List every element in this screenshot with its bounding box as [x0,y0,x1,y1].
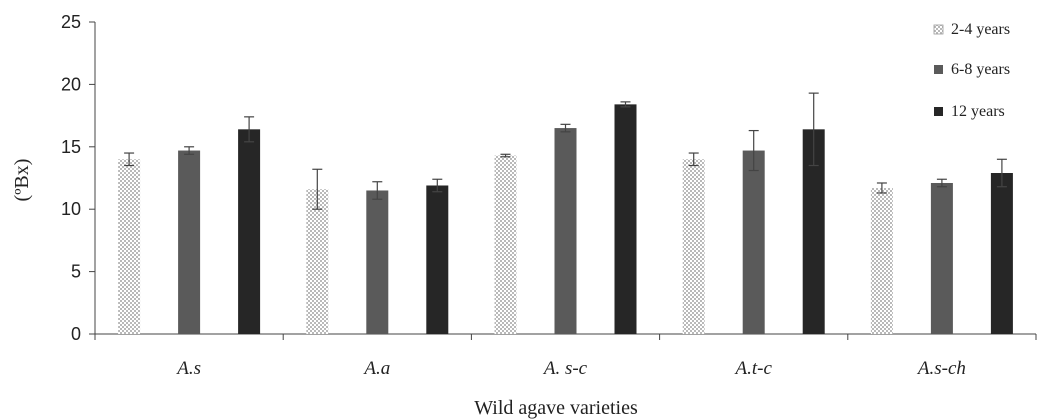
x-tick-label: A.s [175,358,201,379]
bar [554,128,577,334]
legend-swatch [933,24,944,35]
bar [306,189,329,334]
x-tick-label: A. s-c [542,358,588,379]
bar [742,150,765,334]
x-tick-label: A.t-c [733,358,772,379]
bar [426,185,449,334]
x-tick-label: A.s-ch [916,358,966,379]
bar [238,129,261,334]
bar [614,104,637,334]
y-tick-label: 5 [71,262,81,282]
bar [802,129,825,334]
legend: 2-4 years 6-8 years 12 years [933,21,1010,120]
bar [178,150,201,334]
legend-swatch [934,65,943,74]
y-axis-label: (ºBx) [11,159,33,202]
y-tick-label: 10 [61,199,81,219]
legend-label: 6-8 years [951,61,1010,78]
x-tick-label: A.a [362,358,390,379]
legend-swatch [934,107,943,116]
bar [990,173,1013,334]
bar [118,159,141,334]
y-tick-label: 15 [61,137,81,157]
y-tick-label: 0 [71,324,81,344]
y-tick-label: 25 [61,12,81,32]
y-tick-label: 20 [61,74,81,94]
bar [494,155,517,334]
bar [870,187,893,334]
bar [682,159,705,334]
legend-label: 12 years [951,103,1005,120]
labels: (ºBx) Wild agave varieties [11,159,638,419]
x-axis-label: Wild agave varieties [474,397,638,419]
axes: 0 5 10 15 20 25 A.s A.a A. s-c A.t-c A.s-ch [61,12,1037,379]
legend-label: 2-4 years [951,21,1010,38]
bars [118,92,1013,334]
bar [366,190,389,334]
bar [930,182,953,334]
